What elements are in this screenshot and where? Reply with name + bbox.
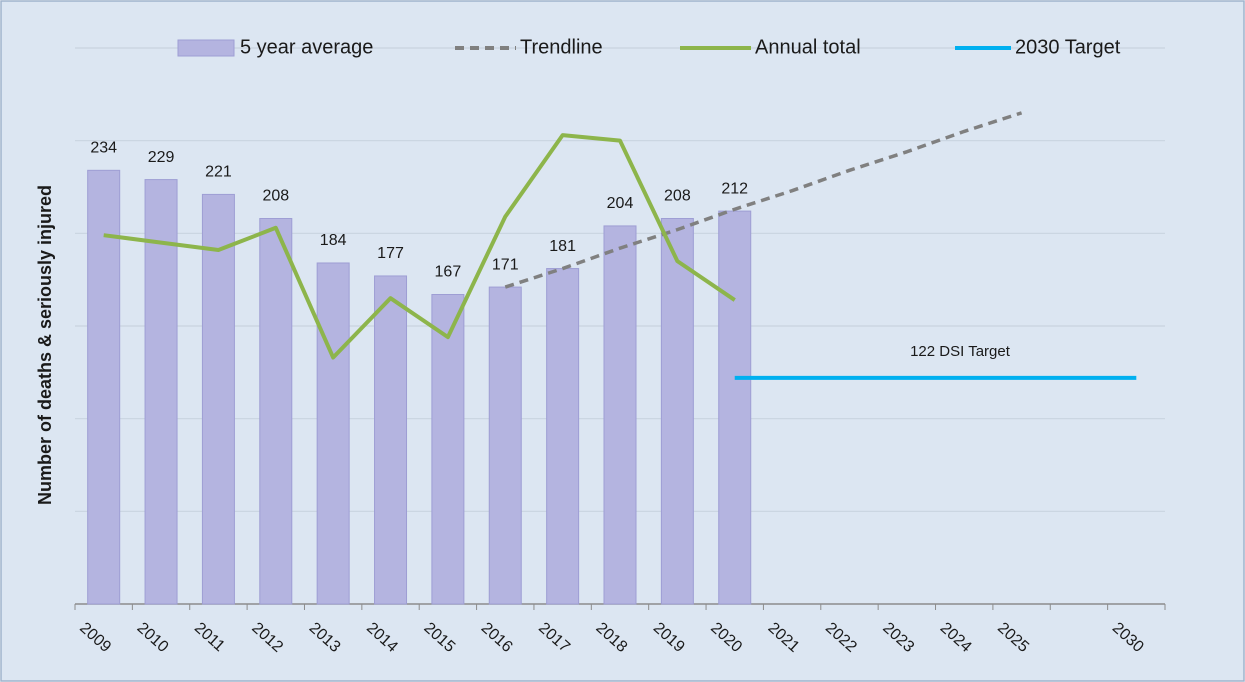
legend-label: Annual total: [755, 36, 861, 58]
legend-label: 5 year average: [240, 36, 373, 58]
legend-label: Trendline: [520, 36, 603, 58]
data-label: 221: [205, 164, 232, 181]
data-label: 167: [435, 264, 462, 281]
bar: [488, 286, 522, 605]
line: [103, 133, 736, 360]
bar: [87, 169, 121, 605]
data-label: 177: [377, 245, 404, 262]
data-label: 229: [148, 149, 175, 166]
legend-label: 2030 Target: [1015, 36, 1121, 58]
data-label: 208: [664, 188, 691, 205]
data-label: 204: [607, 195, 634, 212]
bar: [144, 179, 178, 605]
bar: [259, 218, 293, 605]
data-label: 208: [262, 188, 289, 205]
bar: [374, 275, 408, 605]
bar: [718, 210, 752, 605]
bar: [660, 218, 694, 605]
bar: [316, 262, 350, 605]
data-label: 212: [721, 180, 748, 197]
y-axis-label: Number of deaths & seriously injured: [35, 185, 55, 505]
data-label: 234: [90, 140, 117, 157]
data-label: 181: [549, 238, 576, 255]
bar: [201, 193, 235, 605]
data-label: 184: [320, 232, 347, 249]
data-label: 171: [492, 256, 519, 273]
annotation: 122 DSI Target: [910, 343, 1011, 360]
bar: [546, 268, 580, 605]
bar: [603, 225, 637, 605]
line: [504, 111, 1023, 289]
bar: [431, 293, 465, 605]
legend-swatch: [177, 39, 235, 57]
